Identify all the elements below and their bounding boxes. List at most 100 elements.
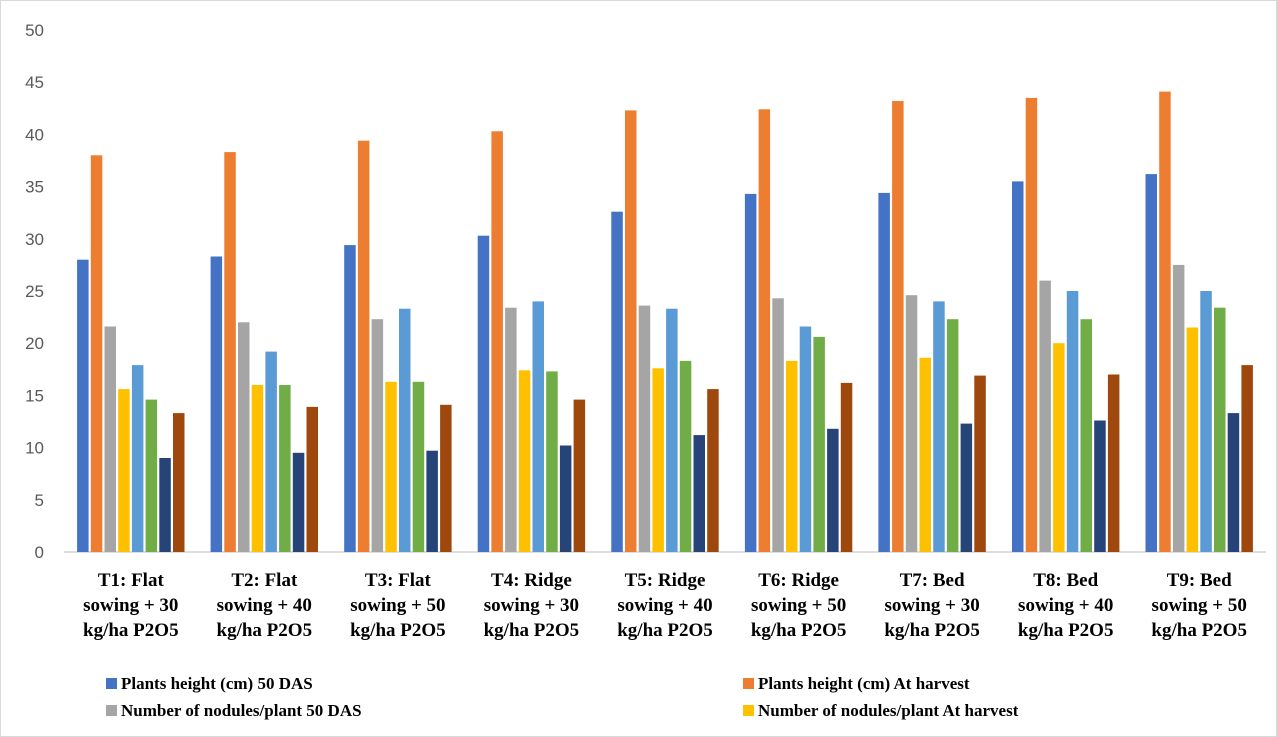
x-category-label: T1: Flat xyxy=(98,570,165,591)
bar-number-of-nodules-plant-at-harvest xyxy=(118,389,130,552)
bar-series-7 xyxy=(827,428,839,552)
bar-number-of-nodules-plant-50-das xyxy=(1172,264,1185,552)
bar-series-8 xyxy=(173,413,185,552)
bar-series-5 xyxy=(799,326,812,552)
y-tick-label: 40 xyxy=(25,125,44,144)
bar-plants-height-cm-50-das xyxy=(77,259,89,552)
bar-number-of-nodules-plant-50-das xyxy=(238,322,250,552)
x-category-label: T3: Flat xyxy=(365,570,432,591)
y-tick-label: 20 xyxy=(25,334,44,353)
bar-plants-height-cm-at-harvest xyxy=(491,131,503,553)
x-category-label: kg/ha P2O5 xyxy=(83,620,179,641)
bar-series-8 xyxy=(306,406,318,552)
bar-number-of-nodules-plant-50-das xyxy=(905,295,918,552)
bar-plants-height-cm-at-harvest xyxy=(625,110,637,553)
x-category-label: kg/ha P2O5 xyxy=(884,620,980,641)
legend-label: Plants height (cm) At harvest xyxy=(758,674,970,693)
bar-series-6 xyxy=(145,399,158,552)
bar-plants-height-cm-50-das xyxy=(210,256,223,552)
bar-plants-height-cm-at-harvest xyxy=(1025,97,1038,553)
legend-swatch xyxy=(106,678,117,689)
x-category-label: kg/ha P2O5 xyxy=(1018,620,1114,641)
x-category-label: sowing + 50 xyxy=(350,595,445,616)
x-category-label: sowing + 40 xyxy=(1018,595,1113,616)
bar-plants-height-cm-at-harvest xyxy=(90,155,103,553)
bar-series-7 xyxy=(693,435,705,552)
bar-series-5 xyxy=(1066,291,1079,552)
x-category-label: kg/ha P2O5 xyxy=(751,620,847,641)
bar-series-8 xyxy=(1107,374,1120,552)
x-category-label: sowing + 50 xyxy=(1152,595,1247,616)
x-category-label: T8: Bed xyxy=(1033,570,1098,591)
bar-series-8 xyxy=(440,404,452,552)
bar-plants-height-cm-at-harvest xyxy=(758,109,771,553)
bar-number-of-nodules-plant-at-harvest xyxy=(1186,327,1199,552)
legend-label: Number of nodules/plant At harvest xyxy=(758,701,1019,720)
bar-number-of-nodules-plant-at-harvest xyxy=(652,368,664,552)
x-category-label: T7: Bed xyxy=(900,570,965,591)
legend-swatch xyxy=(743,705,754,716)
x-category-label: kg/ha P2O5 xyxy=(1151,620,1247,641)
x-category-label: T2: Flat xyxy=(231,570,298,591)
x-category-label: sowing + 30 xyxy=(484,595,579,616)
bar-number-of-nodules-plant-at-harvest xyxy=(786,360,798,552)
x-category-label: kg/ha P2O5 xyxy=(350,620,446,641)
legend-label: Plants height (cm) 50 DAS xyxy=(121,674,313,693)
x-category-label: T5: Ridge xyxy=(625,570,706,591)
bar-number-of-nodules-plant-50-das xyxy=(505,307,517,552)
bar-series-5 xyxy=(1200,291,1212,552)
x-category-label: sowing + 40 xyxy=(617,595,712,616)
x-axis-labels: T1: Flat sowing + 30 kg/ha P2O5 T2: Flat sow… xyxy=(83,570,1247,641)
bar-plants-height-cm-50-das xyxy=(744,193,757,552)
bar-number-of-nodules-plant-50-das xyxy=(371,319,384,552)
bar-plants-height-cm-50-das xyxy=(1145,174,1157,552)
bar-series-5 xyxy=(933,301,945,552)
y-tick-label: 35 xyxy=(25,178,44,197)
bar-plants-height-cm-50-das xyxy=(477,235,490,552)
x-category-label: kg/ha P2O5 xyxy=(617,620,713,641)
bar-number-of-nodules-plant-at-harvest xyxy=(385,381,397,552)
bar-plants-height-cm-50-das xyxy=(611,211,623,552)
bar-series-7 xyxy=(960,423,973,552)
bar-series-6 xyxy=(412,381,425,552)
bar-number-of-nodules-plant-50-das xyxy=(1039,280,1051,552)
y-tick-label: 50 xyxy=(25,21,44,40)
bar-series-7 xyxy=(426,450,438,552)
bar-series-6 xyxy=(1080,319,1092,552)
bar-series-5 xyxy=(131,365,144,552)
bar-series-6 xyxy=(546,371,558,552)
x-category-label: T6: Ridge xyxy=(758,570,839,591)
bar-series-8 xyxy=(840,382,853,552)
x-category-label: kg/ha P2O5 xyxy=(484,620,580,641)
bar-series-7 xyxy=(1227,413,1240,552)
y-tick-label: 5 xyxy=(35,491,44,510)
bar-series-6 xyxy=(946,319,959,552)
legend: Plants height (cm) 50 DAS Plants height (… xyxy=(106,674,1019,720)
y-tick-label: 15 xyxy=(25,386,44,405)
legend-swatch xyxy=(743,678,754,689)
x-category-label: kg/ha P2O5 xyxy=(217,620,313,641)
bar-series-6 xyxy=(279,385,291,552)
bar-plants-height-cm-at-harvest xyxy=(892,101,904,552)
bar-series-7 xyxy=(159,458,171,552)
bar-plants-height-cm-50-das xyxy=(878,192,890,552)
bar-number-of-nodules-plant-at-harvest xyxy=(1053,343,1065,552)
x-category-label: T9: Bed xyxy=(1167,570,1232,591)
bar-number-of-nodules-plant-at-harvest xyxy=(919,357,931,552)
bar-series-5 xyxy=(532,301,544,552)
y-tick-label: 25 xyxy=(25,282,44,301)
bar-series-8 xyxy=(707,389,719,552)
bar-number-of-nodules-plant-50-das xyxy=(104,326,116,552)
bar-number-of-nodules-plant-50-das xyxy=(772,298,784,552)
bar-series-7 xyxy=(559,445,572,552)
bar-series-5 xyxy=(666,308,678,552)
bar-series-8 xyxy=(1241,365,1253,552)
bar-plants-height-cm-50-das xyxy=(1012,181,1024,552)
bar-series-8 xyxy=(573,399,586,552)
x-category-label: sowing + 50 xyxy=(751,595,846,616)
y-tick-label: 10 xyxy=(25,439,44,458)
bar-series-6 xyxy=(679,360,692,552)
bar-number-of-nodules-plant-50-das xyxy=(638,305,651,552)
